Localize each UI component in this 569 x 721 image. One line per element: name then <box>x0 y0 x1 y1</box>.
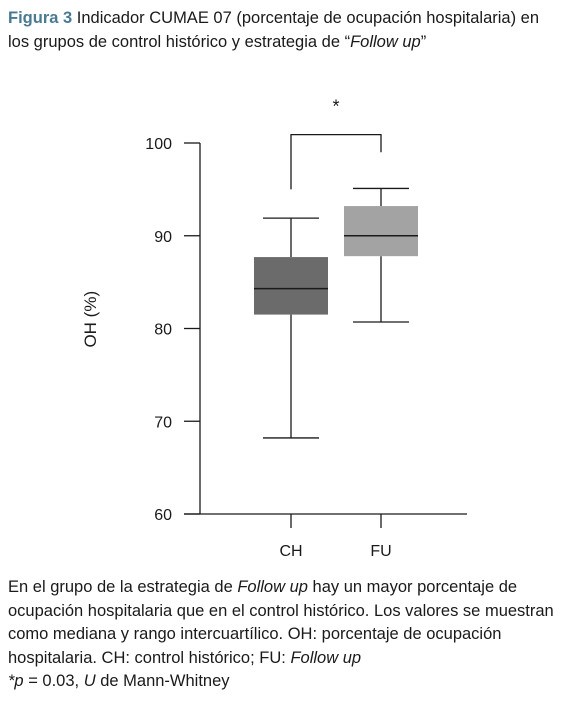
note-italic: Follow up <box>237 578 308 596</box>
note-text: En el grupo de la estrategia de <box>8 578 238 596</box>
x-tick-label: FU <box>370 543 391 560</box>
box-fu <box>344 206 418 257</box>
figure-title: Indicador CUMAE 07 (porcentaje de ocupac… <box>8 9 540 51</box>
significance-bracket <box>290 134 382 190</box>
y-tick-label: 90 <box>154 229 172 246</box>
u-label: U <box>83 672 96 690</box>
note-italic-2: Follow up <box>290 648 362 667</box>
note-text-2: hay un mayor porcentaje de ocupación hos… <box>8 578 554 667</box>
y-tick-label: 60 <box>154 507 172 524</box>
figure-title-italic: Follow up <box>350 33 421 51</box>
note-statistics: *p = 0.03, U de Mann-Whitney <box>8 670 560 694</box>
box-ch <box>254 257 328 315</box>
boxplot-chart: 60 70 80 90 100 OH (%) CH FU * <box>81 97 467 560</box>
figure-title-end: ” <box>420 33 427 51</box>
y-tick-label: 80 <box>154 322 172 339</box>
figure-note: En el grupo de la estrategia de Follow u… <box>8 576 560 694</box>
figure-caption: Figura 3 Indicador CUMAE 07 (porcentaje … <box>8 6 556 54</box>
note-paragraph: En el grupo de la estrategia de Follow u… <box>8 576 560 670</box>
y-tick-label: 100 <box>145 136 172 153</box>
figure-label: Figura 3 <box>8 9 73 27</box>
y-tick-label: 70 <box>154 414 172 431</box>
test-name: de Mann-Whitney <box>95 672 230 690</box>
x-tick-label: CH <box>279 543 302 560</box>
significance-asterisk: * <box>332 97 339 117</box>
p-value: = 0.03, <box>23 672 84 690</box>
y-axis-label: OH (%) <box>81 291 100 348</box>
p-value-label: *p <box>8 672 24 690</box>
